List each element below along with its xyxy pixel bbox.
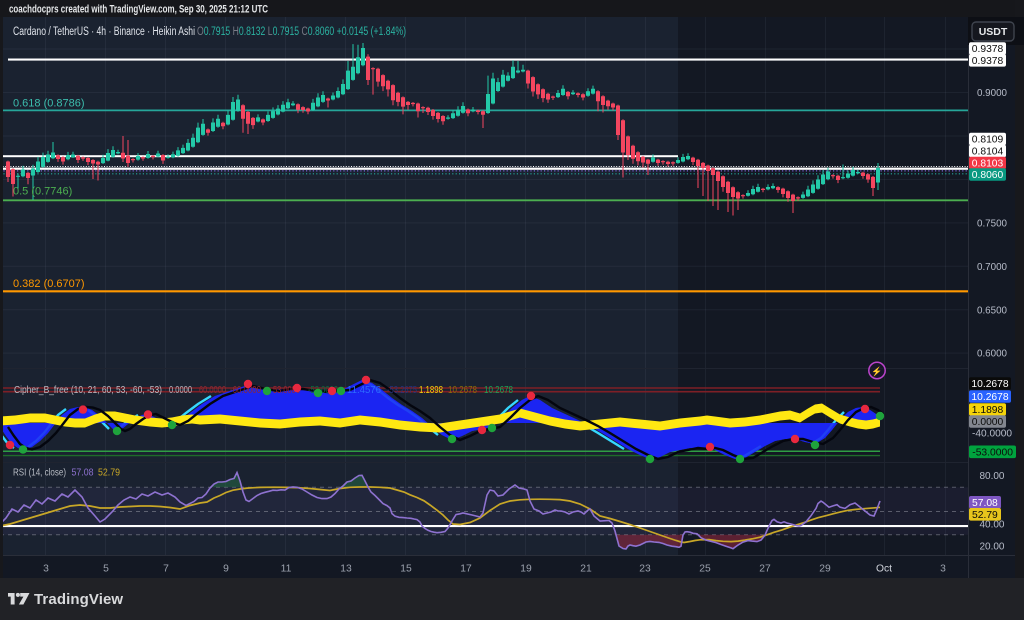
svg-text:29: 29 xyxy=(819,564,831,575)
svg-text:0.7500: 0.7500 xyxy=(977,219,1007,230)
svg-text:0.8103: 0.8103 xyxy=(972,159,1004,170)
svg-text:5: 5 xyxy=(103,564,109,575)
svg-text:3: 3 xyxy=(940,564,946,575)
svg-text:O0.7915 H0.8132 L0.7915 C0.806: O0.7915 H0.8132 L0.7915 C0.8060 +0.0145 … xyxy=(197,26,406,38)
svg-text:1.1898: 1.1898 xyxy=(419,385,443,396)
svg-text:-53.0000: -53.0000 xyxy=(972,447,1013,458)
svg-text:11.4576: 11.4576 xyxy=(347,385,381,396)
svg-text:Oct: Oct xyxy=(876,564,892,575)
svg-text:0.5 (0.7746): 0.5 (0.7746) xyxy=(13,186,72,198)
svg-text:⚡: ⚡ xyxy=(871,366,882,378)
svg-text:0.8060: 0.8060 xyxy=(972,170,1004,181)
svg-text:13: 13 xyxy=(340,564,352,575)
svg-text:0.0000: 0.0000 xyxy=(972,417,1004,428)
svg-text:60.0000: 60.0000 xyxy=(199,385,226,396)
svg-text:0.618 (0.8786): 0.618 (0.8786) xyxy=(13,98,85,110)
svg-text:TradingView: TradingView xyxy=(34,591,123,608)
svg-text:0.9378: 0.9378 xyxy=(972,56,1004,67)
svg-text:10.2678: 10.2678 xyxy=(971,392,1008,403)
svg-text:0.8109: 0.8109 xyxy=(972,135,1004,146)
svg-text:0.7000: 0.7000 xyxy=(977,262,1007,273)
svg-text:-60.0000: -60.0000 xyxy=(230,385,261,396)
svg-text:10.2678: 10.2678 xyxy=(484,385,513,396)
svg-text:52.79: 52.79 xyxy=(98,468,120,479)
svg-text:21: 21 xyxy=(580,564,592,575)
svg-text:0.6000: 0.6000 xyxy=(977,349,1007,360)
svg-text:-40.0000: -40.0000 xyxy=(972,429,1012,440)
svg-text:40.00: 40.00 xyxy=(980,520,1005,531)
svg-text:52.79: 52.79 xyxy=(972,510,998,521)
svg-text:20.00: 20.00 xyxy=(980,542,1005,553)
svg-text:80.00: 80.00 xyxy=(980,471,1005,482)
svg-text:0.0000: 0.0000 xyxy=(169,385,192,396)
svg-text:23: 23 xyxy=(639,564,651,575)
svg-text:0.9000: 0.9000 xyxy=(977,88,1007,99)
svg-text:15: 15 xyxy=(400,564,412,575)
svg-text:10.2678: 10.2678 xyxy=(448,385,477,396)
svg-text:-53.0000: -53.0000 xyxy=(308,385,338,396)
svg-text:0.8104: 0.8104 xyxy=(972,147,1004,158)
svg-text:10.2678: 10.2678 xyxy=(971,379,1008,390)
svg-text:17: 17 xyxy=(460,564,472,575)
svg-text:25: 25 xyxy=(699,564,711,575)
svg-text:Cardano / TetherUS · 4h · Bina: Cardano / TetherUS · 4h · Binance · Heik… xyxy=(13,26,195,38)
svg-text:57.08: 57.08 xyxy=(972,498,998,509)
svg-text:11: 11 xyxy=(281,564,292,575)
svg-text:27: 27 xyxy=(759,564,771,575)
svg-text:7: 7 xyxy=(163,564,169,575)
svg-text:0.382 (0.6707): 0.382 (0.6707) xyxy=(13,278,85,290)
svg-text:0.9378: 0.9378 xyxy=(972,44,1004,55)
svg-text:19: 19 xyxy=(520,564,532,575)
svg-text:0.6500: 0.6500 xyxy=(977,305,1007,316)
svg-text:Cipher_B_free (10, 21, 60, 53,: Cipher_B_free (10, 21, 60, 53, -60, -53) xyxy=(14,385,162,396)
svg-text:57.08: 57.08 xyxy=(72,468,94,479)
svg-text:USDT: USDT xyxy=(979,26,1008,38)
svg-text:1.1898: 1.1898 xyxy=(972,405,1004,416)
svg-text:53.0000: 53.0000 xyxy=(273,385,300,396)
svg-text:coachdocprs created with Tradi: coachdocprs created with TradingView.com… xyxy=(9,4,268,16)
svg-text:9: 9 xyxy=(223,564,229,575)
svg-text:-53.2675: -53.2675 xyxy=(387,385,417,396)
svg-text:RSI (14, close): RSI (14, close) xyxy=(13,468,66,479)
svg-text:3: 3 xyxy=(43,564,49,575)
